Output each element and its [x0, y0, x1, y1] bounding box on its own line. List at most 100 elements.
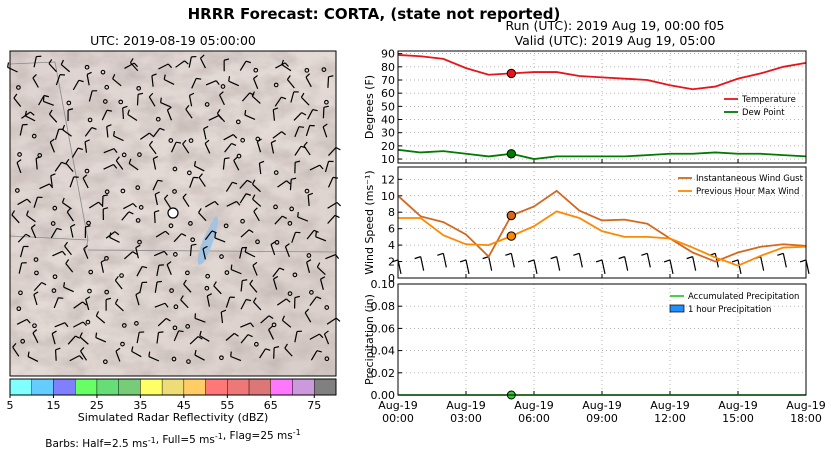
wind-barb-flag: [299, 127, 304, 128]
colorbar-swatch: [206, 379, 228, 395]
wind-barb-shaft: [290, 179, 291, 190]
barbs-note-superscript: -1: [215, 432, 223, 441]
colorbar-swatch: [314, 379, 336, 395]
precipitation-chart: 0.000.020.040.060.080.10Aug-1900:00Aug-1…: [363, 278, 826, 425]
y-tick-label: 2: [388, 256, 395, 269]
wind-barb-flag: [242, 280, 247, 281]
colorbar-tick-label: 15: [46, 399, 60, 412]
y-tick-label: 4: [388, 239, 395, 252]
wind-barb-flag: [231, 352, 232, 357]
colorbar-swatch: [53, 379, 75, 395]
barbs-note-text: , Full=5 ms: [156, 434, 215, 446]
wind-barb-flag: [336, 318, 340, 321]
wind-barb-flag: [8, 62, 9, 67]
barbs-note-superscript: -1: [148, 436, 156, 445]
y-tick-label: 70: [381, 74, 395, 87]
colorbar-swatch: [293, 379, 315, 395]
colorbar-swatch: [162, 379, 184, 395]
y-tick-label: 20: [381, 140, 395, 153]
wind-barb-flag: [179, 331, 184, 332]
y-tick-label: 50: [381, 100, 395, 113]
wind-barb-flag: [96, 333, 97, 338]
y-tick-label: 60: [381, 87, 395, 100]
wind-barb-flag: [157, 281, 162, 282]
colorbar-swatch: [140, 379, 162, 395]
wind-barb-flag: [191, 244, 196, 245]
x-tick-label: Aug-19: [718, 399, 757, 412]
colorbar-label: Simulated Radar Reflectivity (dBZ): [78, 411, 269, 424]
colorbar-tick-label: 5: [7, 399, 14, 412]
wind-barb-flag: [114, 131, 115, 136]
wind-barb-flag: [64, 282, 65, 287]
x-tick-label: Aug-19: [650, 399, 689, 412]
legend-label: Temperature: [741, 95, 796, 105]
wind-barb-flag: [158, 180, 163, 181]
x-tick-label: 18:00: [790, 412, 822, 425]
valid-time-line: Valid (UTC): 2019 Aug 19, 05:00: [515, 33, 716, 48]
wind-barb-flag: [58, 298, 63, 299]
legend-swatch: [670, 305, 684, 312]
x-tick-label: Aug-19: [582, 399, 621, 412]
station-marker: [168, 208, 178, 218]
x-tick-label: 09:00: [586, 412, 618, 425]
wind-barb-flag: [161, 98, 162, 103]
x-tick-label: Aug-19: [378, 399, 417, 412]
y-axis-label: Wind Speed (ms⁻¹): [363, 170, 376, 274]
current-hour-marker: [507, 150, 515, 158]
y-tick-label: 80: [381, 61, 395, 74]
y-tick-label: 0.10: [371, 278, 396, 291]
y-tick-label: 10: [381, 190, 395, 203]
colorbar-swatch: [271, 379, 293, 395]
barbs-note-text: Barbs: Half=2.5 ms: [45, 438, 147, 450]
wind-barb-flag: [231, 265, 232, 270]
y-tick-label: 30: [381, 127, 395, 140]
colorbar-swatch: [184, 379, 206, 395]
current-hour-marker: [507, 232, 515, 240]
wind-barb-flag: [298, 212, 299, 217]
x-tick-label: Aug-19: [514, 399, 553, 412]
terrain-map: [8, 51, 341, 376]
y-tick-label: 10: [381, 153, 395, 166]
barbs-note-text: , Flag=25 ms: [223, 430, 293, 442]
wind-barb-flag: [316, 232, 317, 237]
colorbar-swatch: [32, 379, 54, 395]
x-tick-label: 06:00: [518, 412, 550, 425]
legend-label: Dew Point: [742, 108, 785, 118]
y-axis-label: Degrees (F): [363, 75, 376, 139]
wind-barb-flag: [158, 332, 163, 333]
wind-barb-flag: [337, 202, 341, 205]
y-tick-label: 8: [388, 206, 395, 219]
figure-suptitle: HRRR Forecast: CORTA, (state not reporte…: [188, 5, 561, 23]
wind-barb-flag: [245, 110, 246, 115]
colorbar-swatch: [227, 379, 249, 395]
x-tick-label: Aug-19: [446, 399, 485, 412]
x-tick-label: 15:00: [722, 412, 754, 425]
colorbar-swatch: [97, 379, 119, 395]
colorbar-swatch: [119, 379, 141, 395]
y-tick-label: 6: [388, 223, 395, 236]
barbs-note: Barbs: Half=2.5 ms-1, Full=5 ms-1, Flag=…: [45, 428, 301, 450]
current-hour-marker: [507, 69, 515, 77]
x-tick-label: 00:00: [382, 412, 414, 425]
y-axis-label: Precipitation (in): [363, 294, 376, 385]
barbs-note-superscript: -1: [293, 428, 301, 437]
x-tick-label: 12:00: [654, 412, 686, 425]
legend-label: Previous Hour Max Wind: [696, 187, 799, 197]
wind-barb-flag: [149, 352, 150, 357]
legend-label: Accumulated Precipitation: [688, 292, 799, 302]
wind-barb-shaft: [56, 350, 57, 361]
wind-barb-flag: [336, 148, 340, 150]
y-tick-label: 40: [381, 114, 395, 127]
wind-barb-shaft: [323, 107, 324, 118]
wind-barb-flag: [176, 142, 181, 143]
x-tick-label: Aug-19: [786, 399, 825, 412]
run-time-line: Run (UTC): 2019 Aug 19, 00:00 f05: [506, 18, 725, 33]
wind-barb-flag: [215, 233, 216, 238]
colorbar-tick-label: 75: [307, 399, 321, 412]
x-tick-label: 03:00: [450, 412, 482, 425]
